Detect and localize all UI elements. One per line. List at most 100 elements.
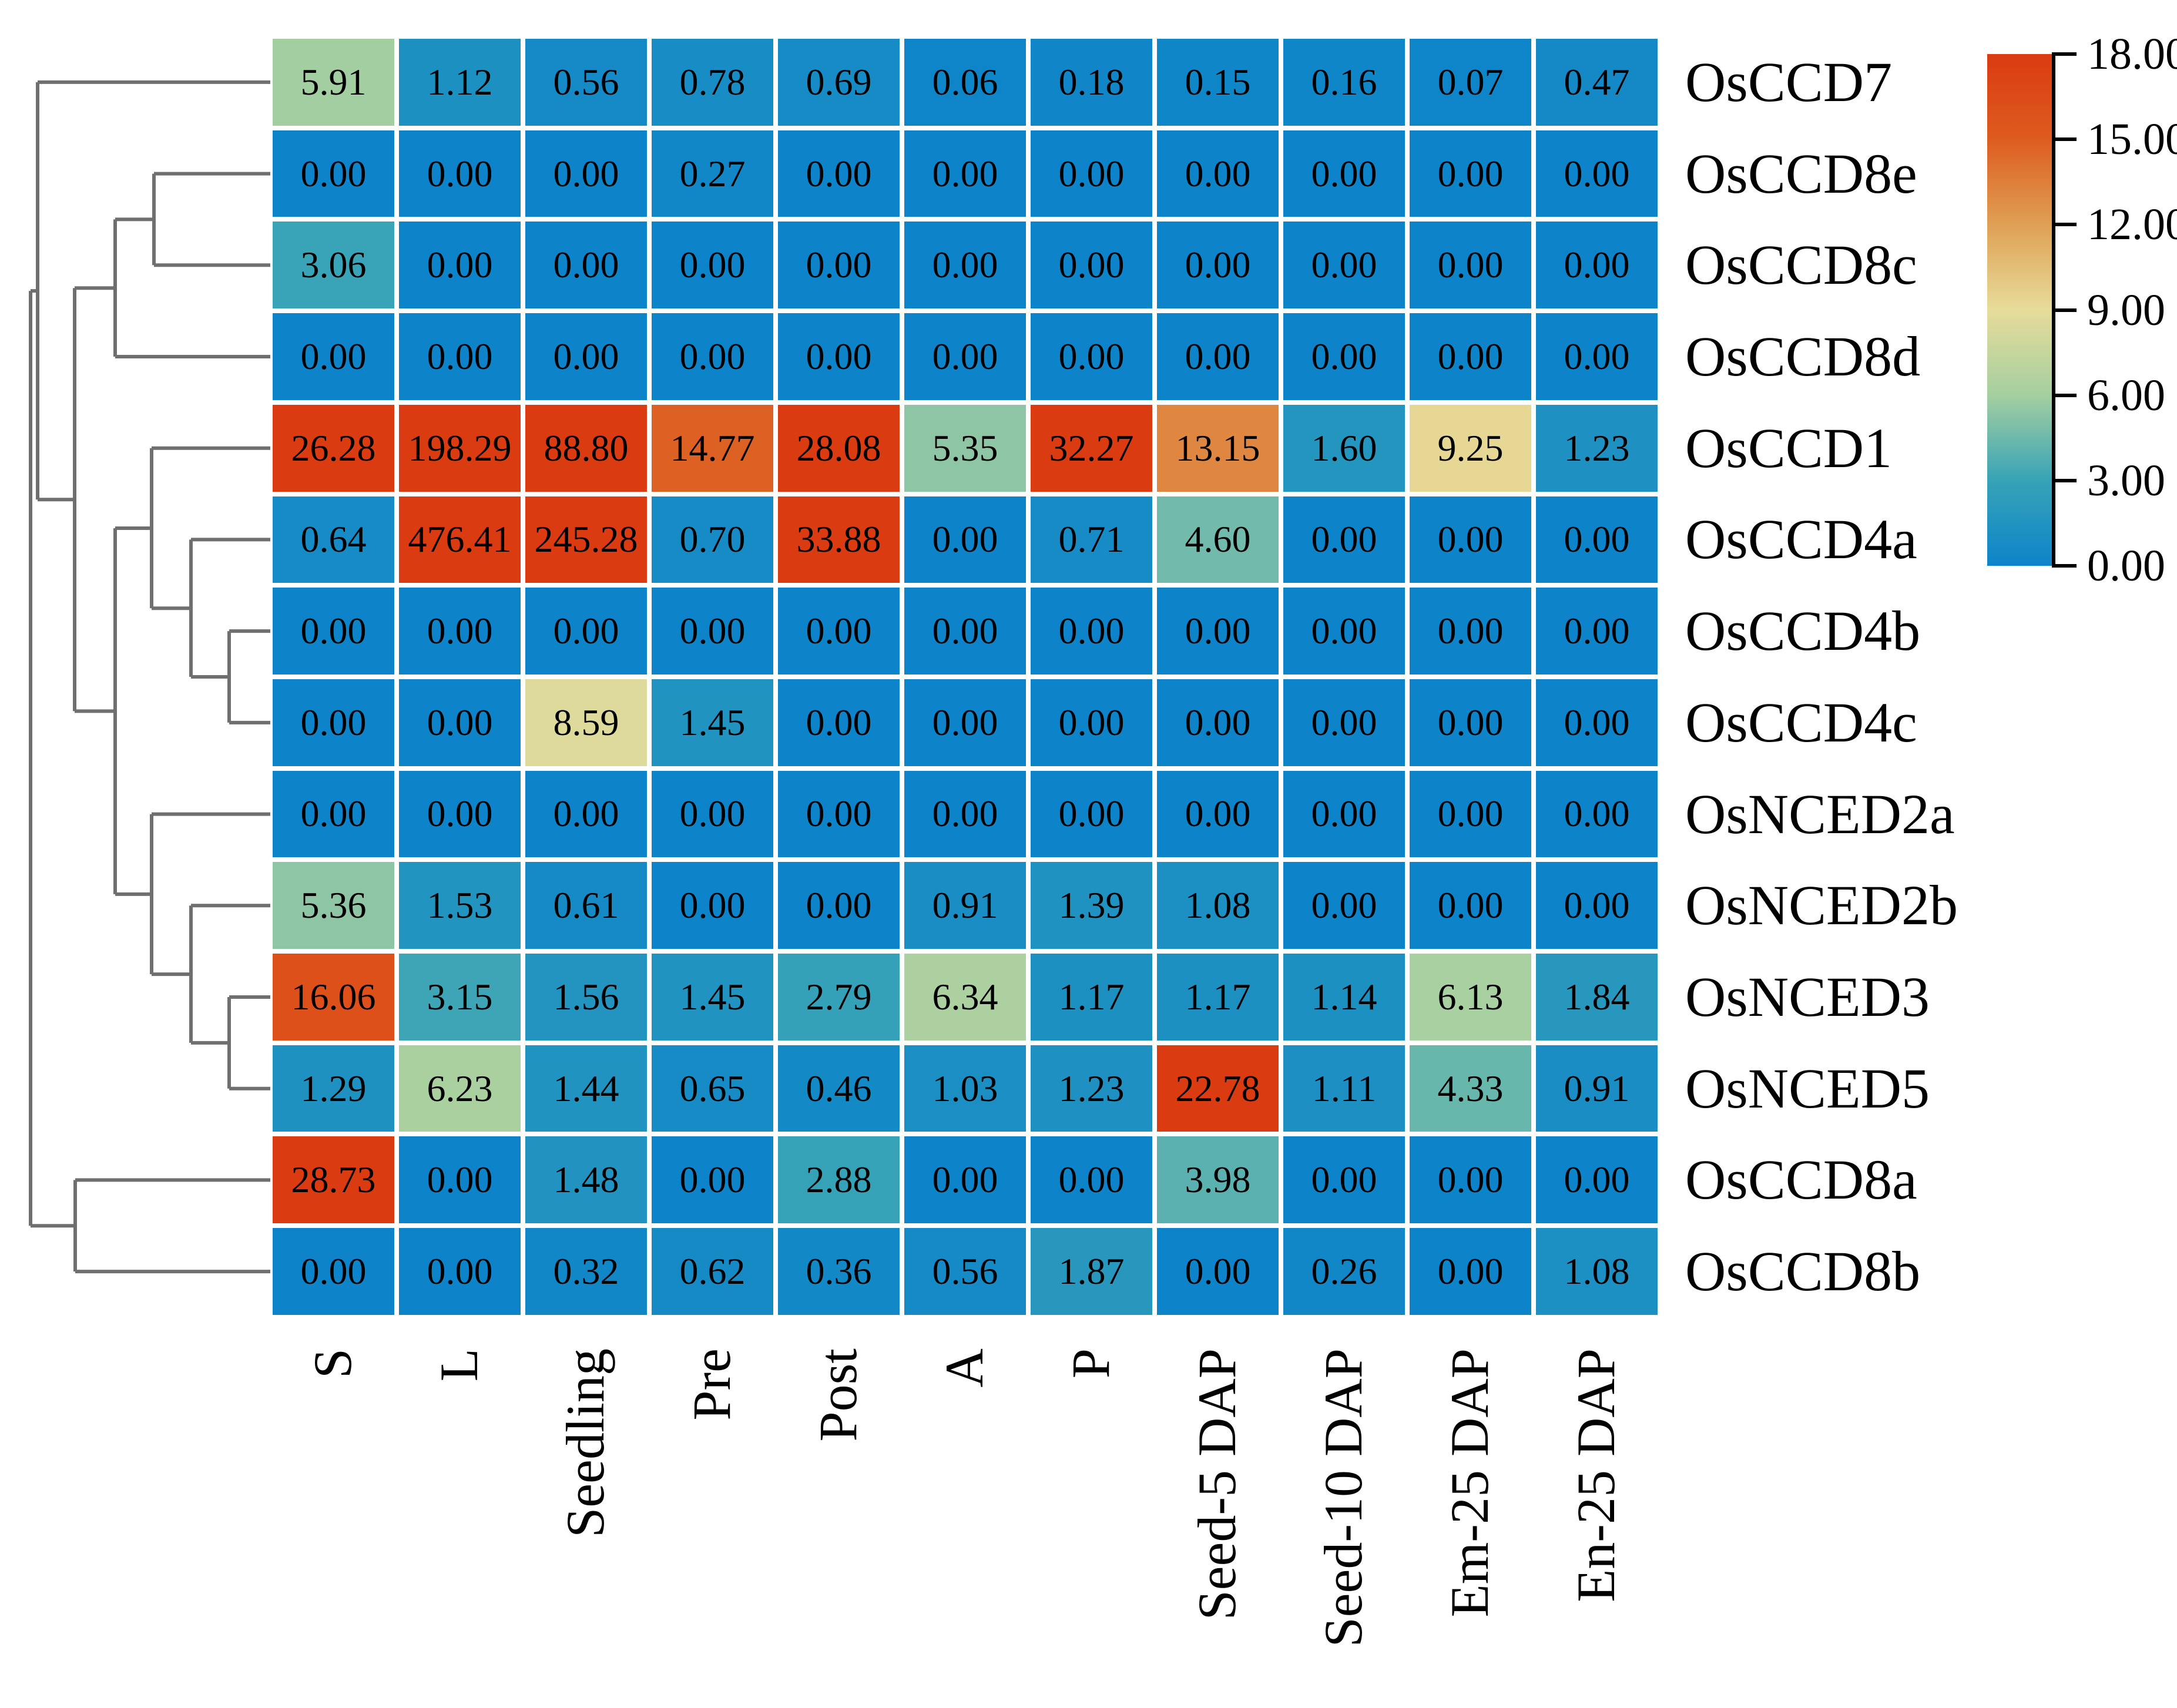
heatmap-cell: 0.00: [1534, 219, 1660, 311]
heatmap-cell: 0.00: [1028, 1134, 1155, 1226]
heatmap-cell: 0.00: [270, 585, 397, 677]
heatmap-cell: 0.00: [1028, 768, 1155, 860]
heatmap-cell: 0.00: [1281, 1134, 1407, 1226]
colorbar-gradient: [1987, 54, 2052, 566]
row-label: OsCCD4b: [1685, 599, 1921, 663]
heatmap-cell: 0.00: [1407, 676, 1534, 769]
column-label: P: [1060, 1348, 1121, 1379]
heatmap-cell: 6.13: [1407, 951, 1534, 1043]
heatmap-cell: 0.00: [1281, 585, 1407, 677]
column-label: L: [428, 1348, 489, 1382]
heatmap-cell: 0.64: [270, 494, 397, 586]
heatmap-cell: 0.00: [1155, 676, 1281, 769]
heatmap-cell: 4.60: [1155, 494, 1281, 586]
heatmap-cell: 198.29: [397, 402, 523, 494]
heatmap-cell: 0.00: [776, 311, 902, 402]
heatmap-cell: 0.00: [649, 860, 776, 952]
heatmap-cell: 0.00: [776, 676, 902, 769]
column-label: S: [302, 1348, 363, 1379]
heatmap-cell: 0.00: [1281, 311, 1407, 402]
heatmap-cell: 3.15: [397, 951, 523, 1043]
heatmap-cell: 0.71: [1028, 494, 1155, 586]
heatmap-cell: 0.00: [397, 1134, 523, 1226]
row-label: OsCCD8b: [1685, 1240, 1921, 1303]
column-label: Pre: [681, 1348, 742, 1421]
heatmap-cell: 0.18: [1028, 36, 1155, 128]
heatmap-cell: 0.00: [1407, 1134, 1534, 1226]
heatmap-cell: 0.00: [1407, 585, 1534, 677]
heatmap-cell: 0.62: [649, 1226, 776, 1317]
colorbar-tick-label: 9.00: [2087, 285, 2165, 335]
row-label: OsNCED5: [1685, 1056, 1930, 1120]
heatmap-cell: 5.36: [270, 860, 397, 952]
heatmap-cell: 0.00: [270, 676, 397, 769]
heatmap-cell: 0.00: [523, 585, 649, 677]
heatmap-cell: 1.23: [1028, 1042, 1155, 1135]
heatmap-cell: 0.00: [902, 1134, 1028, 1226]
column-label: A: [934, 1348, 994, 1388]
column-label: Post: [807, 1348, 868, 1442]
row-label: OsCCD8e: [1685, 142, 1917, 205]
heatmap-cell: 0.56: [523, 36, 649, 128]
heatmap-cell: 9.25: [1407, 402, 1534, 494]
heatmap-cell: 0.00: [1407, 1226, 1534, 1317]
heatmap-cell: 0.00: [649, 1134, 776, 1226]
heatmap-cell: 0.00: [1281, 219, 1407, 311]
heatmap-cell: 0.00: [1281, 494, 1407, 586]
heatmap-cell: 0.46: [776, 1042, 902, 1135]
column-label: Seedling: [555, 1348, 615, 1538]
heatmap-cell: 1.14: [1281, 951, 1407, 1043]
heatmap-cell: 1.11: [1281, 1042, 1407, 1135]
heatmap-cell: 0.00: [1028, 585, 1155, 677]
colorbar-tick: [2052, 137, 2077, 142]
colorbar-tick: [2052, 52, 2077, 56]
heatmap-cell: 0.00: [902, 127, 1028, 220]
heatmap-cell: 0.00: [1534, 127, 1660, 220]
heatmap-cell: 0.00: [270, 1226, 397, 1317]
colorbar-tick-label: 3.00: [2087, 455, 2165, 505]
heatmap-cell: 0.00: [1534, 585, 1660, 677]
heatmap-cell: 0.00: [1281, 860, 1407, 952]
heatmap-cell: 0.00: [397, 127, 523, 220]
heatmap-cell: 0.00: [1281, 768, 1407, 860]
heatmap-cell: 1.60: [1281, 402, 1407, 494]
heatmap-cell: 0.78: [649, 36, 776, 128]
heatmap-cell: 0.00: [1155, 768, 1281, 860]
heatmap-cell: 0.15: [1155, 36, 1281, 128]
colorbar-tick-label: 15.00: [2087, 115, 2177, 165]
heatmap-cell: 0.00: [1028, 676, 1155, 769]
heatmap-cell: 0.00: [1281, 676, 1407, 769]
heatmap-cell: 0.00: [649, 311, 776, 402]
heatmap-cell: 1.39: [1028, 860, 1155, 952]
heatmap-cell: 0.00: [1155, 1226, 1281, 1317]
heatmap-cell: 0.91: [1534, 1042, 1660, 1135]
row-label: OsCCD8a: [1685, 1148, 1917, 1212]
heatmap-cell: 476.41: [397, 494, 523, 586]
heatmap-cell: 4.33: [1407, 1042, 1534, 1135]
heatmap-cell: 0.00: [523, 768, 649, 860]
heatmap-cell: 0.69: [776, 36, 902, 128]
heatmap-cell: 6.34: [902, 951, 1028, 1043]
row-label: OsCCD7: [1685, 50, 1893, 113]
row-label: OsCCD8d: [1685, 324, 1921, 388]
heatmap-cell: 1.17: [1028, 951, 1155, 1043]
heatmap-cell: 0.00: [523, 311, 649, 402]
heatmap-cell: 0.00: [270, 311, 397, 402]
heatmap-cell: 0.00: [397, 1226, 523, 1317]
heatmap-cell: 0.00: [1534, 494, 1660, 586]
heatmap-cell: 2.79: [776, 951, 902, 1043]
heatmap-cell: 0.00: [1155, 127, 1281, 220]
heatmap-cell: 13.15: [1155, 402, 1281, 494]
heatmap-cell: 1.45: [649, 676, 776, 769]
heatmap-cell: 0.00: [649, 768, 776, 860]
row-label: OsCCD4c: [1685, 690, 1917, 754]
heatmap-cell: 0.06: [902, 36, 1028, 128]
row-label: OsNCED3: [1685, 965, 1930, 1028]
heatmap-cell: 0.00: [776, 768, 902, 860]
heatmap-cell: 0.00: [1407, 860, 1534, 952]
dendrogram: [29, 80, 270, 1274]
heatmap-cell: 0.36: [776, 1226, 902, 1317]
heatmap-cell: 1.08: [1534, 1226, 1660, 1317]
column-label: Em-25 DAP: [1439, 1348, 1500, 1618]
heatmap-cell: 0.00: [1534, 311, 1660, 402]
